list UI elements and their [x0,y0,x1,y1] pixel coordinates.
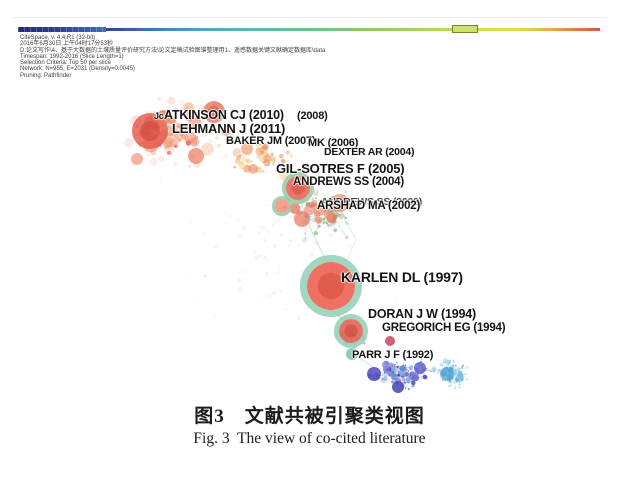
info-line: D:论文写作\4、基于大数据的土壤质量评价研究方法\论文定稿试验图谱整理用1、遥… [20,47,326,54]
info-line: 2016年6月30日 上午04时17分53秒 [20,41,114,48]
page-edge-line [12,17,607,18]
caption-chinese: 图3 文献共被引聚类视图 [194,406,425,427]
info-line: Network: N=955, E=2031 (Density=0.0045) [20,66,135,73]
info-line: Pruning: Pathfinder [20,72,72,79]
caption-english: Fig. 3 The view of co-cited literature [193,430,426,447]
info-line: Selection Criteria: Top 50 per slice [20,60,111,67]
citespace-info-block: CiteSpace, v. 4.4.R1 (32-bit) 2016年6月30日 … [20,35,325,79]
time-slice-highlight [452,25,478,33]
info-line: Timespan: 1992-2016 (Slice Length=1) [20,53,124,60]
info-line: CiteSpace, v. 4.4.R1 (32-bit) [20,35,96,41]
time-gradient-left-block [18,27,106,32]
time-gradient-main [106,28,600,31]
